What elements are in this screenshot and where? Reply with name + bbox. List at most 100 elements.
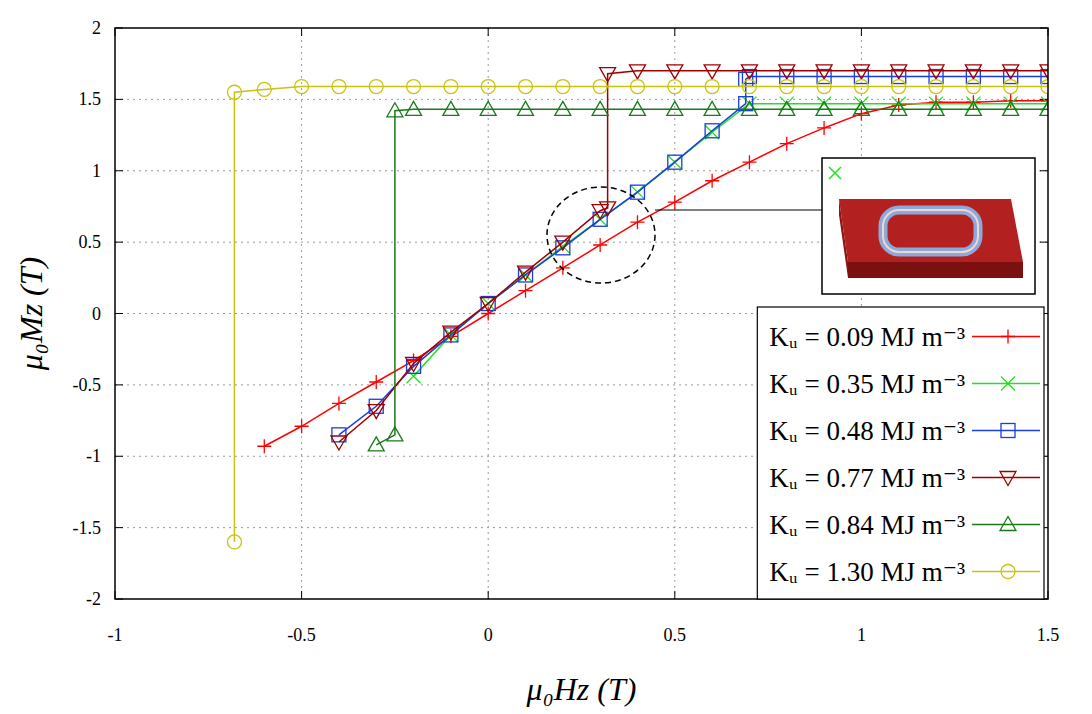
series-line: [339, 71, 1048, 442]
marker: [854, 80, 868, 94]
tick: [115, 527, 123, 528]
marker: [556, 80, 570, 94]
inset-symbol: [829, 167, 841, 179]
marker: [892, 97, 906, 111]
tick-label: 0: [92, 304, 101, 324]
legend-marker: [1001, 330, 1015, 344]
marker: [369, 375, 383, 389]
series: [332, 70, 1048, 442]
legend-line: [972, 524, 1040, 526]
series-line: [414, 104, 1048, 377]
marker: [387, 103, 403, 117]
marker: [853, 101, 869, 115]
marker: [629, 101, 645, 115]
tick: [115, 242, 123, 243]
inset-side: [848, 262, 1023, 278]
marker: [892, 80, 906, 94]
marker: [592, 101, 608, 115]
tick: [488, 591, 489, 599]
marker: [295, 419, 309, 433]
tick-label: -2: [86, 589, 101, 609]
marker: [332, 396, 346, 410]
marker: [741, 101, 757, 115]
marker: [519, 80, 533, 94]
tick-label: 1: [857, 625, 866, 645]
legend-marker: [1000, 472, 1016, 486]
series: [368, 101, 1048, 450]
marker: [780, 137, 794, 151]
marker: [817, 97, 831, 111]
legend-line: [972, 571, 1040, 573]
marker: [742, 155, 756, 169]
marker: [1003, 101, 1019, 115]
marker: [853, 65, 869, 79]
legend-label: Kᵤ = 0.84 MJ m⁻³: [769, 510, 965, 540]
marker: [891, 65, 907, 79]
marker: [668, 155, 682, 169]
legend-marker: [1000, 517, 1016, 531]
marker: [630, 80, 644, 94]
tick-label: -1: [86, 446, 101, 466]
marker: [965, 65, 981, 79]
marker: [705, 174, 719, 188]
series-line: [339, 77, 1048, 435]
marker: [257, 82, 271, 96]
marker: [555, 236, 571, 250]
marker: [1004, 97, 1018, 111]
marker: [444, 80, 458, 94]
marker: [929, 80, 943, 94]
marker: [780, 97, 794, 111]
tick: [488, 28, 489, 36]
marker: [816, 65, 832, 79]
legend-marker: [1001, 565, 1015, 579]
marker: [928, 101, 944, 115]
marker: [741, 65, 757, 79]
legend-marker: [1001, 377, 1015, 391]
marker: [555, 101, 571, 115]
legend-label: Kᵤ = 1.30 MJ m⁻³: [769, 557, 965, 587]
axis-title: μ₀Mz (T): [13, 257, 49, 371]
marker: [257, 439, 271, 453]
tick: [674, 28, 675, 36]
tick-label: -1.5: [73, 518, 102, 538]
tick: [301, 28, 302, 36]
inset: [822, 158, 1035, 294]
marker: [519, 284, 533, 298]
legend-line: [972, 430, 1040, 432]
marker: [368, 437, 384, 451]
marker: [1004, 80, 1018, 94]
legend-marker: [1001, 424, 1015, 438]
marker: [704, 101, 720, 115]
marker: [295, 80, 309, 94]
marker: [406, 101, 422, 115]
series: [407, 97, 1048, 384]
marker: [817, 121, 831, 135]
marker: [629, 65, 645, 79]
marker: [704, 65, 720, 79]
marker: [332, 428, 346, 442]
marker: [518, 266, 534, 280]
background: [0, 0, 1092, 714]
marker: [481, 80, 495, 94]
marker: [928, 65, 944, 79]
tick-label: 1.5: [79, 89, 102, 109]
tick: [115, 313, 123, 314]
marker: [480, 101, 496, 115]
tick-label: 1: [92, 161, 101, 181]
marker: [368, 405, 384, 419]
tick-label: -1: [108, 625, 123, 645]
marker: [593, 238, 607, 252]
tick: [301, 591, 302, 599]
marker: [593, 80, 607, 94]
grid-line: [115, 99, 1048, 100]
tick-label: 1.5: [1037, 625, 1060, 645]
tick: [115, 384, 123, 385]
tick: [115, 456, 123, 457]
legend-line: [972, 477, 1040, 479]
tick: [1040, 170, 1048, 171]
marker: [891, 101, 907, 115]
tick: [115, 99, 123, 100]
marker: [854, 97, 868, 111]
marker: [1041, 80, 1048, 94]
tick-label: 0: [484, 625, 493, 645]
